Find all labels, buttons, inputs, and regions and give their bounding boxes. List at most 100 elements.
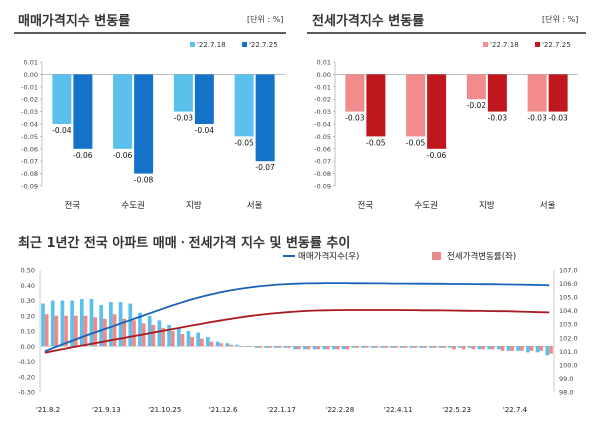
trend-bar-1-13: [170, 331, 175, 347]
trend-xtick-3: '21.12.6: [209, 406, 238, 414]
trend-bar-1-6: [103, 318, 107, 347]
jeonse-data-label-1-1: -0.06: [427, 151, 447, 160]
sale-bar-1-2: [194, 74, 214, 124]
trend-bar-0-37: [399, 346, 404, 348]
jeonse-data-label-0-2: -0.02: [467, 101, 487, 110]
trend-ytick-left: 0.00: [21, 343, 35, 351]
trend-bar-1-48: [510, 346, 515, 351]
sale-ytick: -0.03: [21, 108, 38, 116]
jeonse-ytick: -0.06: [314, 145, 331, 153]
trend-bar-0-5: [89, 298, 94, 347]
trend-bar-1-37: [403, 346, 408, 348]
sale-bar-0-3: [234, 74, 254, 137]
jeonse-legend-label-1: '22.7.25: [542, 41, 571, 49]
trend-bar-1-20: [238, 346, 243, 347]
jeonse-panel-title: 전세가격지수 변동률: [312, 14, 425, 29]
trend-bar-1-22: [258, 346, 262, 348]
trend-line-0: [44, 282, 550, 353]
trend-bar-1-32: [355, 346, 359, 348]
trend-bar-0-30: [332, 346, 336, 350]
sale-panel-title: 매매가격지수 변동률: [18, 14, 131, 29]
trend-bar-1-28: [316, 346, 321, 350]
sale-legend-label-1: '22.7.25: [249, 41, 278, 49]
trend-ytick-right: 98.0: [559, 389, 573, 397]
sale-data-label-1-0: -0.06: [73, 151, 93, 160]
jeonse-category-label-3: 서울: [540, 201, 556, 211]
sale-ytick: 0.01: [24, 59, 38, 67]
trend-bar-0-1: [50, 300, 55, 347]
jeonse-ytick: -0.04: [314, 121, 331, 129]
trend-bar-0-40: [429, 346, 433, 348]
trend-bar-1-30: [335, 346, 340, 350]
sale-bar-0-2: [173, 74, 193, 112]
trend-ytick-left: 0.40: [21, 282, 35, 290]
trend-xtick-0: '21.8.2: [36, 406, 60, 414]
trend-bar-0-22: [254, 346, 259, 348]
trend-bar-0-51: [535, 346, 540, 353]
trend-ytick-right: 99.0: [559, 375, 573, 383]
trend-bar-0-43: [458, 346, 462, 348]
sale-ytick: -0.06: [21, 145, 38, 153]
trend-bar-1-51: [539, 346, 544, 351]
trend-bar-1-15: [190, 337, 195, 347]
trend-bar-0-48: [506, 346, 511, 351]
sale-data-label-1-1: -0.08: [134, 176, 154, 185]
sale-ytick: 0.00: [24, 71, 38, 79]
trend-ytick-right: 107.0: [559, 267, 578, 275]
trend-bar-1-18: [219, 343, 224, 347]
trend-bar-1-3: [73, 315, 78, 347]
trend-ytick-right: 103.0: [559, 321, 578, 329]
jeonse-ytick: -0.07: [314, 158, 331, 166]
trend-bar-1-39: [423, 346, 427, 348]
trend-bar-1-2: [64, 315, 68, 347]
jeonse-bar-1-0: [366, 74, 386, 137]
trend-ytick-left: 0.50: [21, 267, 35, 275]
trend-ytick-right: 106.0: [559, 280, 578, 288]
jeonse-category-label-1: 수도권: [414, 200, 437, 211]
trend-xtick-8: '22.7.4: [503, 406, 528, 414]
trend-bar-0-27: [303, 346, 307, 350]
trend-bar-0-2: [60, 300, 65, 347]
sale-unit-label: [단위 : %]: [247, 15, 284, 24]
jeonse-bar-1-1: [427, 74, 447, 149]
sale-bar-chart: '22.7.18'22.7.250.010.00-0.01-0.02-0.03-…: [21, 41, 285, 211]
trend-bar-0-50: [526, 346, 530, 353]
jeonse-unit-label: [단위 : %]: [542, 15, 579, 24]
trend-bar-0-18: [215, 341, 220, 347]
trend-bar-1-34: [374, 346, 379, 348]
trend-bar-1-42: [452, 346, 456, 350]
trend-bar-1-17: [209, 341, 214, 347]
trend-xtick-7: '22.5.23: [442, 406, 471, 414]
sale-data-label-1-3: -0.07: [255, 163, 275, 172]
trend-bar-0-16: [196, 332, 201, 347]
trend-bar-1-14: [180, 334, 185, 347]
trend-bar-0-34: [370, 346, 375, 348]
trend-panel-title: 최근 1년간 전국 아파트 매매ㆍ전세가격 지수 및 변동률 추이: [18, 236, 351, 251]
trend-bar-1-0: [44, 314, 49, 347]
trend-xtick-2: '21.10.25: [148, 406, 181, 414]
trend-ytick-left: 0.10: [21, 328, 35, 336]
trend-xtick-1: '21.9.13: [92, 406, 121, 414]
jeonse-legend-swatch-1: [535, 42, 540, 47]
trend-bar-0-42: [448, 346, 453, 348]
jeonse-ytick: -0.08: [314, 170, 331, 178]
jeonse-ytick: -0.03: [314, 108, 331, 116]
trend-bar-0-12: [157, 320, 162, 347]
sale-title-rule: [14, 32, 286, 34]
jeonse-ytick: -0.02: [314, 96, 331, 104]
trend-bar-0-46: [487, 346, 491, 350]
sale-ytick: -0.01: [21, 83, 38, 91]
sale-bar-1-3: [255, 74, 275, 162]
sale-bar-1-1: [134, 74, 154, 174]
trend-bar-0-13: [167, 324, 171, 347]
jeonse-ytick: -0.01: [314, 83, 331, 91]
sale-legend-swatch-0: [190, 42, 195, 47]
trend-bar-1-46: [490, 346, 495, 350]
trend-bar-0-7: [109, 302, 113, 347]
sale-bar-1-0: [73, 74, 93, 149]
sale-ytick: -0.04: [21, 121, 38, 129]
sale-data-label-1-2: -0.04: [195, 126, 215, 135]
trend-bar-0-3: [70, 300, 74, 347]
jeonse-bar-1-3: [548, 74, 568, 112]
trend-bar-0-21: [244, 346, 249, 347]
